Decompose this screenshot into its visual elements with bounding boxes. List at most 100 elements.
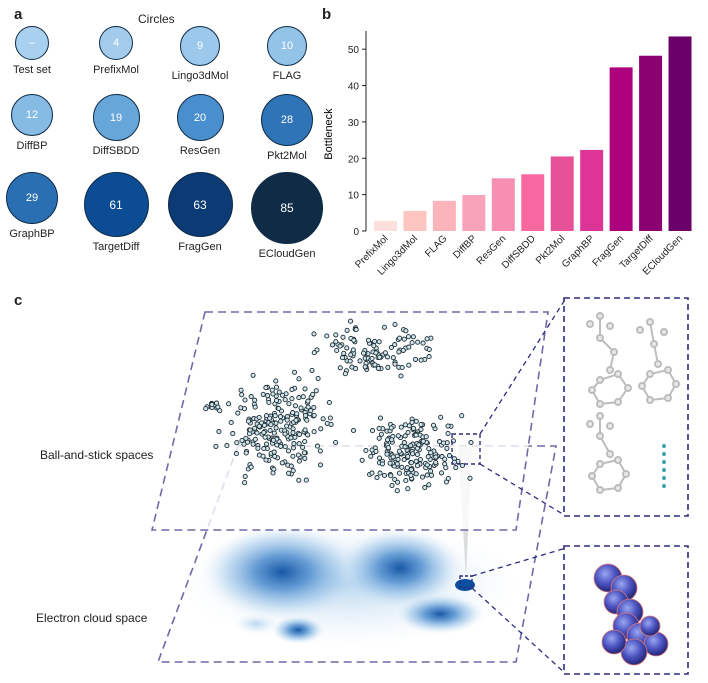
scatter-point (296, 458, 302, 464)
circle-label: ResGen (179, 145, 221, 157)
scatter-point (388, 344, 394, 351)
scatter-point (263, 441, 270, 447)
scatter-point (373, 350, 379, 356)
scatter-point (272, 453, 278, 459)
scatter-point (347, 318, 354, 324)
scatter-point (302, 386, 308, 392)
scatter-point (395, 456, 401, 462)
scatter-point (467, 475, 473, 481)
scatter-point (376, 435, 382, 441)
scatter-point (394, 488, 400, 494)
ball-and-stick-scatter (203, 318, 474, 494)
scatter-point (290, 453, 296, 459)
circle-item: 28 Pkt2Mol (242, 94, 332, 162)
scatter-point (250, 441, 256, 447)
scatter-point (410, 451, 416, 457)
circle-label: DiffBP (16, 140, 48, 152)
bar (668, 36, 692, 231)
scatter-point (411, 425, 417, 431)
scatter-point (247, 427, 253, 433)
ball-stick-inset (563, 297, 689, 517)
scatter-point (302, 427, 308, 433)
scatter-point (216, 429, 222, 435)
scatter-point (314, 443, 321, 449)
scatter-point (418, 426, 424, 432)
scatter-point (375, 365, 381, 371)
ball-and-stick-label: Ball-and-stick spaces (40, 448, 154, 462)
scatter-point (453, 465, 459, 471)
bar (491, 178, 515, 231)
scatter-point (324, 333, 330, 339)
scatter-point (337, 343, 343, 349)
x-tick-label: DiffBP (451, 233, 479, 261)
scatter-point (286, 401, 292, 407)
scatter-point (405, 486, 411, 492)
panel-b-letter: b (322, 6, 332, 23)
scatter-point (263, 457, 269, 463)
scatter-point (296, 441, 302, 447)
scatter-point (255, 445, 261, 451)
scatter-point (416, 442, 422, 448)
bar (403, 211, 427, 231)
scatter-point (273, 397, 280, 404)
scatter-point (252, 425, 258, 431)
circle-item: – Test set (0, 26, 77, 76)
scatter-point (333, 339, 339, 345)
scatter-point (417, 456, 423, 463)
scatter-point (209, 401, 215, 408)
scatter-point (296, 376, 302, 382)
scatter-point (363, 447, 369, 454)
circle-label: Test set (13, 64, 51, 76)
scatter-point (260, 391, 266, 397)
scatter-point (374, 475, 380, 481)
scatter-point (408, 472, 414, 478)
scatter-point (296, 431, 303, 437)
scatter-point (390, 355, 396, 361)
scatter-point (414, 451, 420, 458)
scatter-point (291, 441, 297, 447)
scatter-point (302, 455, 308, 461)
scatter-point (368, 453, 374, 459)
space-illustration (150, 297, 689, 675)
scatter-point (409, 340, 415, 346)
circle-label: FragGen (178, 241, 222, 253)
scatter-point (399, 464, 405, 470)
scatter-point (372, 338, 378, 344)
scatter-point (424, 336, 430, 342)
circle-marker: 61 (83, 172, 149, 237)
scatter-point (250, 372, 256, 378)
scatter-point (277, 414, 284, 420)
scatter-point (270, 437, 277, 443)
callout-line-4 (471, 587, 567, 675)
scatter-point (341, 350, 347, 356)
scatter-point (403, 328, 409, 334)
scatter-point (426, 346, 432, 352)
scatter-point (241, 441, 247, 447)
circle-marker: 63 (167, 172, 233, 237)
scatter-point (313, 388, 319, 394)
scatter-point (265, 393, 271, 399)
scatter-point (404, 465, 410, 471)
scatter-point (357, 358, 363, 364)
scatter-point (388, 473, 394, 479)
scatter-point (261, 446, 267, 452)
scatter-point (468, 439, 474, 446)
scatter-point (406, 344, 412, 350)
scatter-point (305, 398, 311, 404)
scatter-point (399, 364, 405, 371)
scatter-point (284, 417, 290, 423)
scatter-point (459, 413, 465, 419)
scatter-point (282, 444, 288, 450)
scatter-point (252, 436, 258, 442)
scatter-point (420, 340, 426, 346)
scatter-point (226, 401, 232, 407)
circle-marker: 4 (99, 26, 133, 60)
scatter-point (242, 480, 248, 486)
scatter-point (305, 432, 311, 438)
scatter-point (285, 448, 292, 454)
scatter-point (333, 439, 339, 446)
scatter-point (369, 355, 375, 362)
y-tick-label: 10 (348, 191, 360, 202)
y-tick-label: 50 (348, 45, 360, 56)
